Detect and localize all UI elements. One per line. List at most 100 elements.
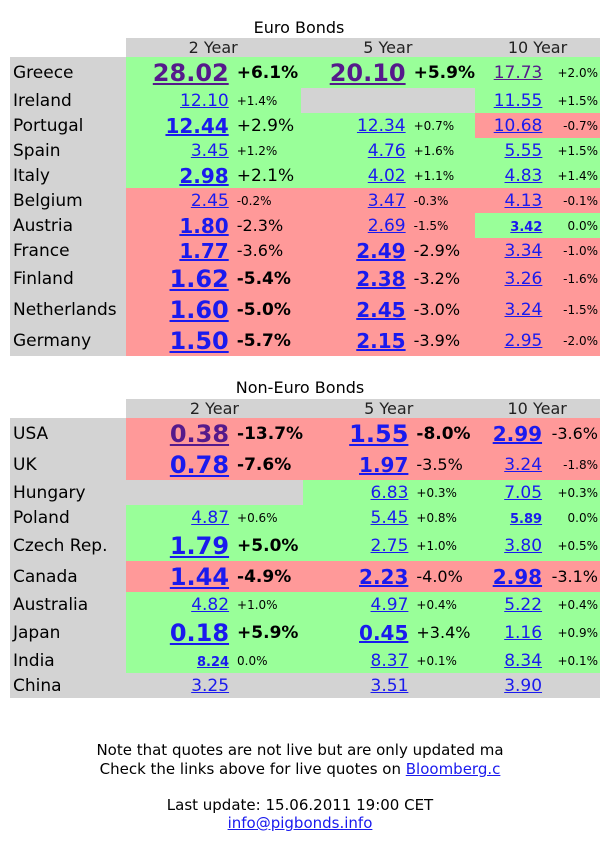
yield-quote-link[interactable]: 4.87 bbox=[191, 507, 230, 528]
yield-quote-link[interactable]: 3.24 bbox=[504, 454, 543, 475]
yield-quote-link[interactable]: 1.77 bbox=[179, 238, 229, 263]
yield-quote-link[interactable]: 1.50 bbox=[169, 326, 229, 355]
change-y10-cell: +0.3% bbox=[546, 480, 600, 505]
yield-y10-cell: 1.16 bbox=[474, 617, 547, 648]
yield-quote-link[interactable]: 2.98 bbox=[492, 564, 543, 589]
yield-quote-link[interactable]: 3.47 bbox=[367, 190, 406, 211]
yield-quote-link[interactable]: 12.34 bbox=[356, 115, 406, 136]
country-name: Ireland bbox=[10, 88, 126, 113]
table-row: Hungary 6.83 +0.3% 7.05 +0.3% bbox=[10, 480, 600, 505]
change-y10-cell: +2.0% bbox=[546, 57, 600, 88]
yield-y10-cell: 5.22 bbox=[474, 592, 547, 617]
country-name: Spain bbox=[10, 138, 126, 163]
yield-y2-cell: 0.78 bbox=[125, 449, 234, 480]
table-row: China 3.25 3.51 3.90 bbox=[10, 673, 600, 698]
table-row: Ireland 12.10 +1.4% 11.55 +1.5% bbox=[10, 88, 600, 113]
yield-quote-link[interactable]: 0.18 bbox=[169, 618, 230, 647]
yield-quote-link[interactable]: 4.97 bbox=[370, 594, 409, 615]
yield-quote-link[interactable]: 2.69 bbox=[367, 215, 406, 236]
yield-quote-link[interactable]: 4.76 bbox=[367, 140, 406, 161]
change-y10-cell: -1.5% bbox=[546, 294, 600, 325]
yield-quote-link[interactable]: 0.38 bbox=[169, 419, 230, 448]
yield-quote-link[interactable]: 1.79 bbox=[169, 531, 230, 560]
yield-quote-link[interactable]: 5.89 bbox=[509, 512, 543, 527]
yield-quote-link[interactable]: 3.26 bbox=[504, 268, 543, 289]
yield-quote-link[interactable]: 2.38 bbox=[356, 266, 406, 291]
yield-quote-link[interactable]: 1.97 bbox=[359, 452, 409, 477]
yield-quote-link[interactable]: 3.80 bbox=[504, 535, 543, 556]
yield-quote-link[interactable]: 1.55 bbox=[349, 419, 409, 448]
yield-quote-link[interactable]: 1.16 bbox=[504, 622, 543, 643]
bloomberg-link[interactable]: Bloomberg.c bbox=[405, 760, 501, 778]
yield-quote-link[interactable]: 2.99 bbox=[492, 421, 543, 446]
change-y5-cell: -0.3% bbox=[409, 188, 476, 213]
change-y2-cell: +1.0% bbox=[233, 592, 304, 617]
yield-quote-link[interactable]: 5.55 bbox=[504, 140, 543, 161]
change-y2-cell: -5.0% bbox=[232, 294, 301, 325]
yield-quote-link[interactable]: 4.13 bbox=[504, 190, 543, 211]
yield-quote-link[interactable]: 4.83 bbox=[504, 165, 543, 186]
yield-quote-link[interactable]: 0.78 bbox=[169, 450, 230, 479]
yield-quote-link[interactable]: 4.02 bbox=[367, 165, 406, 186]
yield-y5-cell bbox=[300, 88, 410, 113]
yield-y10-cell: 3.80 bbox=[474, 530, 547, 561]
yield-quote-link[interactable]: 3.45 bbox=[190, 140, 229, 161]
yield-quote-link[interactable]: 1.62 bbox=[169, 264, 229, 293]
yield-y5-cell: 4.97 bbox=[303, 592, 413, 617]
table-row: India 8.24 0.0% 8.37 +0.1% 8.34 +0.1% bbox=[10, 648, 600, 673]
yield-quote-link[interactable]: 3.51 bbox=[370, 675, 409, 696]
yield-quote-link[interactable]: 2.23 bbox=[359, 564, 409, 589]
yield-quote-link[interactable]: 3.42 bbox=[510, 220, 543, 235]
header-2-year: 2 Year bbox=[125, 399, 304, 418]
yield-quote-link[interactable]: 3.90 bbox=[504, 675, 543, 696]
yield-quote-link[interactable]: 2.49 bbox=[356, 238, 406, 263]
yield-quote-link[interactable]: 8.24 bbox=[196, 655, 230, 670]
change-y2-cell: +6.1% bbox=[232, 57, 301, 88]
table-row: Czech Rep. 1.79 +5.0% 2.75 +1.0% 3.80 +0.5% bbox=[10, 530, 600, 561]
table-row: Netherlands 1.60 -5.0% 2.45 -3.0% 3.24 -1.5% bbox=[10, 294, 600, 325]
yield-y2-cell: 0.18 bbox=[125, 617, 234, 648]
change-y2-cell: +1.2% bbox=[232, 138, 301, 163]
yield-quote-link[interactable]: 5.22 bbox=[504, 594, 543, 615]
yield-quote-link[interactable]: 2.15 bbox=[356, 328, 406, 353]
yield-quote-link[interactable]: 0.45 bbox=[359, 620, 409, 645]
yield-quote-link[interactable]: 2.45 bbox=[190, 190, 229, 211]
yield-quote-link[interactable]: 2.98 bbox=[179, 163, 229, 188]
yield-quote-link[interactable]: 3.34 bbox=[504, 240, 543, 261]
yield-quote-link[interactable]: 1.80 bbox=[179, 213, 229, 238]
yield-y10-cell: 4.13 bbox=[475, 188, 547, 213]
yield-quote-link[interactable]: 12.44 bbox=[165, 113, 229, 138]
yield-quote-link[interactable]: 8.37 bbox=[370, 650, 409, 671]
yield-quote-link[interactable]: 6.83 bbox=[370, 482, 409, 503]
yield-quote-link[interactable]: 10.68 bbox=[493, 115, 543, 136]
country-name: Japan bbox=[10, 617, 126, 648]
yield-quote-link[interactable]: 7.05 bbox=[504, 482, 543, 503]
yield-quote-link[interactable]: 20.10 bbox=[329, 58, 406, 87]
yield-quote-link[interactable]: 2.95 bbox=[504, 330, 543, 351]
yield-quote-link[interactable]: 28.02 bbox=[152, 58, 229, 87]
yield-quote-link[interactable]: 12.10 bbox=[180, 90, 229, 111]
email-link[interactable]: info@pigbonds.info bbox=[227, 814, 373, 832]
yield-y5-cell: 3.47 bbox=[300, 188, 410, 213]
change-y10-cell: -3.6% bbox=[546, 418, 600, 449]
yield-quote-link[interactable]: 2.75 bbox=[370, 535, 409, 556]
yield-quote-link[interactable]: 1.44 bbox=[169, 562, 230, 591]
yield-y10-cell: 5.89 bbox=[474, 505, 547, 530]
yield-quote-link[interactable]: 17.73 bbox=[493, 62, 543, 83]
change-y5-cell: -4.0% bbox=[412, 561, 475, 592]
yield-quote-link[interactable]: 3.25 bbox=[191, 675, 230, 696]
yield-quote-link[interactable]: 2.45 bbox=[356, 297, 406, 322]
change-y5-cell: +1.0% bbox=[412, 530, 475, 561]
yield-quote-link[interactable]: 11.55 bbox=[493, 90, 543, 111]
yield-quote-link[interactable]: 1.60 bbox=[169, 295, 229, 324]
table-row: Italy 2.98 +2.1% 4.02 +1.1% 4.83 +1.4% bbox=[10, 163, 600, 188]
footer-email-line: info@pigbonds.info bbox=[0, 814, 600, 832]
table-row: Belgium 2.45 -0.2% 3.47 -0.3% 4.13 -0.1% bbox=[10, 188, 600, 213]
yield-quote-link[interactable]: 4.82 bbox=[191, 594, 230, 615]
change-y5-cell: -3.5% bbox=[412, 449, 475, 480]
change-y10-cell: -1.0% bbox=[546, 238, 600, 263]
yield-quote-link[interactable]: 5.45 bbox=[370, 507, 409, 528]
yield-quote-link[interactable]: 8.34 bbox=[504, 650, 543, 671]
yield-y5-cell: 8.37 bbox=[303, 648, 413, 673]
yield-quote-link[interactable]: 3.24 bbox=[504, 299, 543, 320]
